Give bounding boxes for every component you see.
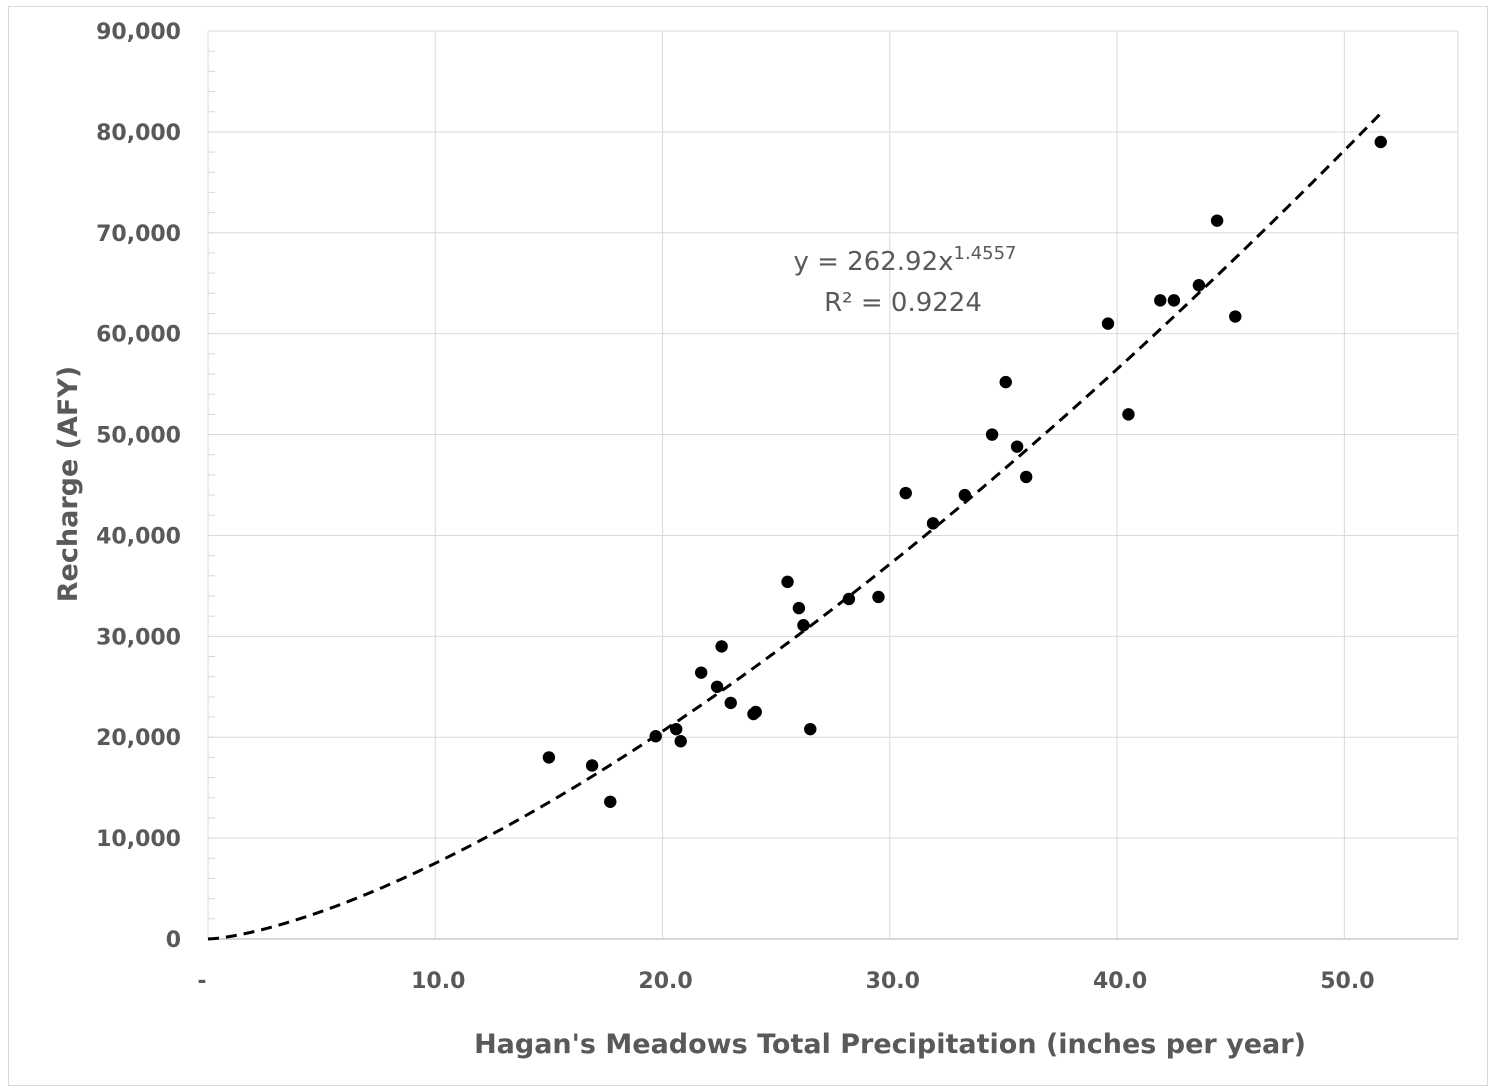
data-point <box>542 751 556 764</box>
data-point <box>749 705 762 719</box>
data-point <box>1374 135 1387 149</box>
data-point <box>1192 279 1206 292</box>
data-point <box>669 722 683 736</box>
data-point <box>715 640 728 653</box>
y-tick-label: 20,000 <box>96 726 181 751</box>
data-point <box>1010 440 1024 453</box>
x-tick-label: 40.0 <box>1093 969 1147 994</box>
trendline-layer <box>207 112 1382 941</box>
data-point <box>1122 408 1135 421</box>
y-axis-title: Recharge (AFY) <box>53 366 84 602</box>
data-point <box>724 696 737 710</box>
data-point <box>1154 294 1167 307</box>
data-point <box>1210 214 1224 227</box>
y-tick-label: 90,000 <box>96 20 181 45</box>
data-point <box>649 730 662 743</box>
data-point <box>710 680 724 693</box>
data-point <box>585 759 599 772</box>
data-point <box>958 488 972 502</box>
equation-exponent: 1.4557 <box>954 243 1017 264</box>
y-tick-label: 50,000 <box>96 424 181 449</box>
data-point <box>999 375 1012 389</box>
data-point <box>604 795 617 808</box>
data-point <box>797 619 810 632</box>
r-squared-label: R² = 0.9224 <box>824 288 982 318</box>
x-tick-label: 10.0 <box>411 969 465 994</box>
data-point <box>1019 470 1033 484</box>
y-tick-label: 10,000 <box>96 827 181 852</box>
tick-labels: 0 10,000 20,000 30,000 40,000 50,000 60,000 70,… <box>96 20 1374 994</box>
chart-frame <box>8 6 1488 1086</box>
data-point <box>694 666 708 679</box>
y-tick-label: 40,000 <box>96 524 181 549</box>
x-tick-label: 50.0 <box>1320 969 1374 994</box>
data-point <box>985 428 999 441</box>
trendline-equation: y = 262.92x1.4557 <box>793 243 1016 277</box>
gridlines <box>208 30 1459 939</box>
data-point <box>1101 317 1115 330</box>
y-tick-label: 70,000 <box>96 222 181 247</box>
x-tick-label: 30.0 <box>866 969 920 994</box>
y-tick-label: 80,000 <box>96 121 181 146</box>
data-point <box>804 722 817 736</box>
y-tick-label: 0 <box>166 928 181 953</box>
data-point <box>926 517 940 530</box>
data-point <box>872 590 885 604</box>
data-point <box>781 575 794 589</box>
data-points <box>542 135 1387 808</box>
data-point <box>792 601 806 615</box>
axes <box>207 30 1458 940</box>
data-point <box>899 486 912 500</box>
data-point <box>842 592 856 606</box>
equation-base: y = 262.92x <box>793 247 953 277</box>
data-point <box>1167 294 1181 307</box>
data-point <box>674 735 687 748</box>
x-tick-label: - <box>197 969 206 994</box>
y-tick-label: 30,000 <box>96 625 181 650</box>
power-trendline <box>207 112 1382 941</box>
data-point <box>1229 310 1242 323</box>
x-tick-label: 20.0 <box>638 969 692 994</box>
x-axis-title: Hagan's Meadows Total Precipitation (inc… <box>474 1029 1306 1060</box>
y-tick-label: 60,000 <box>96 323 181 348</box>
